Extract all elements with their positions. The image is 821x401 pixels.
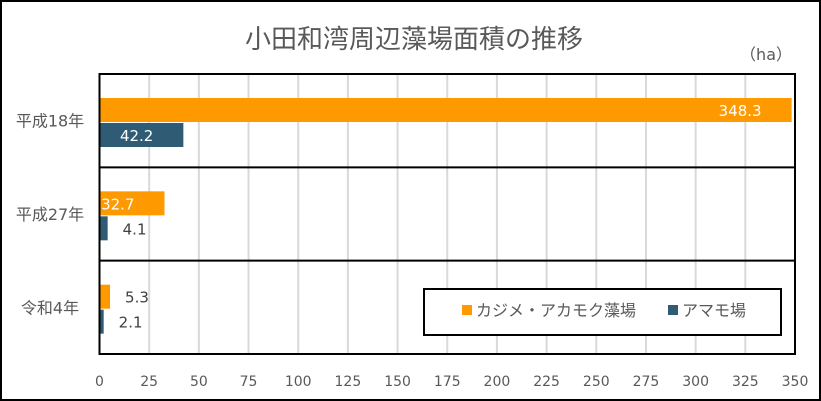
- x-tick-label: 50: [190, 374, 208, 390]
- x-tick-label: 0: [95, 374, 104, 390]
- x-tick-label: 200: [484, 374, 511, 390]
- x-tick-labels: 0 25 50 75 100 125 150 175 200 225 250 275 300 325 350: [95, 374, 808, 390]
- plot-border: [98, 73, 796, 355]
- x-tick-label: 300: [682, 374, 709, 390]
- x-tick-label: 250: [583, 374, 610, 390]
- legend-label: アマモ場: [682, 301, 746, 320]
- bar-kajime-akamoku: [99, 191, 165, 216]
- data-label: 32.7: [101, 195, 134, 213]
- x-tick-label: 325: [732, 374, 759, 390]
- x-tick-label: 150: [384, 374, 411, 390]
- category-label: 平成27年: [16, 205, 84, 224]
- x-tick-label: 225: [533, 374, 560, 390]
- x-tick-label: 125: [335, 374, 362, 390]
- legend: カジメ・アカモク藻場 アマモ場: [423, 288, 782, 336]
- bar-kajime-akamoku: [99, 98, 792, 122]
- x-tick-label: 25: [140, 374, 158, 390]
- legend-label: カジメ・アカモク藻場: [476, 301, 636, 320]
- bar-amamo: [99, 309, 104, 334]
- x-tick-label: 275: [633, 374, 660, 390]
- data-label: 2.1: [119, 314, 143, 332]
- bars: 348.3 42.2 32.7 4.1 5.3 2.1: [99, 98, 792, 334]
- legend-box: [423, 288, 782, 336]
- x-tick-label: 350: [782, 374, 809, 390]
- bar-amamo: [99, 216, 108, 241]
- bar-kajime-akamoku: [99, 284, 111, 309]
- x-tick-label: 100: [285, 374, 312, 390]
- category-label: 平成18年: [16, 112, 84, 131]
- legend-swatch: [462, 305, 472, 315]
- bar-amamo: [99, 123, 184, 147]
- chart-title: 小田和湾周辺藻場面積の推移: [245, 25, 583, 55]
- category-label: 令和4年: [21, 298, 79, 317]
- data-label: 348.3: [719, 102, 762, 120]
- legend-swatch: [668, 305, 678, 315]
- unit-label: （ha）: [740, 45, 792, 64]
- data-label: 42.2: [120, 127, 153, 145]
- plot-frame: [98, 73, 796, 355]
- data-label: 5.3: [125, 289, 149, 307]
- x-tick-label: 175: [434, 374, 461, 390]
- x-tick-label: 75: [240, 374, 258, 390]
- data-label: 4.1: [123, 220, 147, 238]
